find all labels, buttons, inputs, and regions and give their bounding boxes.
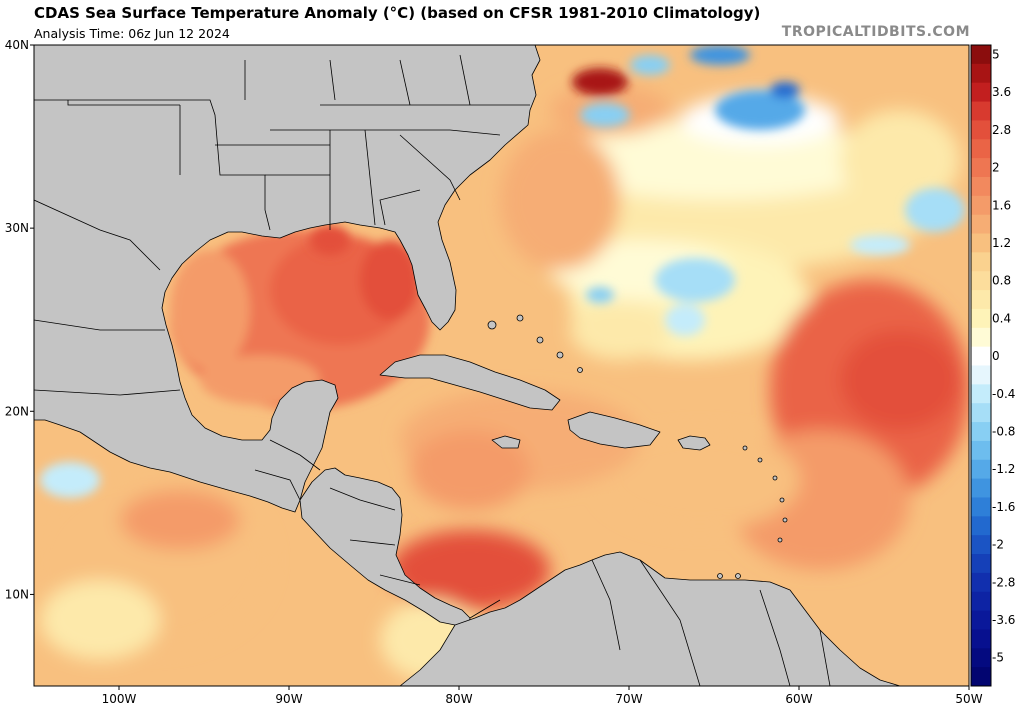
political-borders: [34, 54, 831, 686]
colorbar: 5 3.6 2.8 2 1.6 1.2 0.8 0.4 0 -0.4 -0.8 -1.2 -1.6 -2 -…: [970, 44, 1015, 687]
south-america: [399, 551, 901, 686]
colorbar-swatch: [971, 610, 991, 630]
colorbar-swatch: [971, 497, 991, 517]
colorbar-swatch: [971, 290, 991, 310]
colorbar-swatch: [971, 101, 991, 121]
colorbar-swatch: [971, 591, 991, 612]
colorbar-label: -0.8: [992, 424, 1015, 438]
gulf-anomaly: [170, 230, 430, 410]
colorbar-swatch: [971, 478, 991, 498]
colorbar-swatch: [971, 629, 991, 649]
colorbar-swatch: [971, 440, 991, 461]
colorbar-swatch: [971, 422, 991, 442]
colorbar-swatch: [971, 214, 991, 235]
colorbar-label: 0: [992, 349, 1000, 363]
anomaly-spots: [40, 45, 965, 609]
lon-tick-label: 90W: [275, 692, 302, 706]
colorbar-label: -3.6: [992, 613, 1015, 627]
colorbar-swatch: [971, 252, 991, 272]
colorbar-swatch: [971, 176, 991, 197]
colorbar-label: 0.4: [992, 311, 1011, 325]
colorbar-swatch: [971, 158, 991, 178]
colorbar-swatch: [971, 120, 991, 140]
lon-tick-label: 100W: [102, 692, 137, 706]
colorbar-swatch: [971, 365, 991, 385]
colorbar-swatch: [971, 572, 991, 593]
lat-tick-label: 20N: [5, 404, 29, 418]
colorbar-label: 2.8: [992, 123, 1011, 137]
colorbar-label: 2: [992, 161, 1000, 175]
longitude-axis: 100W 90W 80W 70W 60W 50W: [102, 686, 983, 706]
colorbar-label: 3.6: [992, 85, 1011, 99]
lat-tick-label: 10N: [5, 587, 29, 601]
colorbar-swatch: [971, 346, 991, 366]
colorbar-label: 0.8: [992, 274, 1011, 288]
lon-tick-label: 60W: [785, 692, 812, 706]
colorbar-swatch: [971, 459, 991, 480]
map-title: CDAS Sea Surface Temperature Anomaly (°C…: [34, 4, 761, 22]
colorbar-label: -5: [992, 651, 1004, 665]
colorbar-swatch: [971, 45, 991, 65]
colorbar-label: -1.2: [992, 462, 1015, 476]
colorbar-swatch: [971, 271, 991, 291]
colorbar-swatch: [971, 667, 991, 687]
anomaly-field: [34, 85, 969, 680]
hispaniola: [567, 411, 661, 449]
lat-tick-label: 40N: [5, 38, 29, 52]
colorbar-swatch: [971, 327, 991, 348]
cuba: [379, 354, 561, 411]
land: [34, 45, 901, 686]
colorbar-label: -1.6: [992, 500, 1015, 514]
colorbar-label: -0.4: [992, 387, 1015, 401]
colorbar-label: -2: [992, 538, 1004, 552]
lon-tick-label: 80W: [445, 692, 472, 706]
lat-tick-label: 30N: [5, 221, 29, 235]
source-watermark: TROPICALTIDBITS.COM: [781, 24, 970, 40]
colorbar-swatch: [971, 82, 991, 103]
map-field: [34, 45, 969, 686]
colorbar-label: 1.2: [992, 236, 1011, 250]
latitude-axis: 40N 30N 20N 10N: [5, 38, 34, 601]
analysis-time: Analysis Time: 06z Jun 12 2024: [34, 26, 230, 41]
colorbar-swatch: [971, 403, 991, 423]
colorbar-swatch: [971, 516, 991, 536]
central-america: [299, 467, 471, 631]
colorbar-swatch: [971, 384, 991, 404]
colorbar-label: -2.8: [992, 575, 1015, 589]
north-america: [34, 45, 541, 513]
colorbar-swatch: [971, 63, 991, 84]
colorbar-swatch: [971, 195, 991, 216]
colorbar-frame: [970, 44, 992, 687]
colorbar-swatch: [971, 648, 991, 668]
colorbar-swatch: [971, 233, 991, 253]
colorbar-swatch: [971, 535, 991, 555]
small-islands: [487, 314, 788, 579]
colorbar-label: 1.6: [992, 198, 1011, 212]
lon-tick-label: 70W: [615, 692, 642, 706]
colorbar-swatch: [971, 308, 991, 329]
colorbar-swatch: [971, 139, 991, 159]
colorbar-label: 5: [992, 47, 1000, 61]
lon-tick-label: 50W: [955, 692, 982, 706]
map-frame: [33, 44, 970, 687]
puerto-rico: [677, 435, 711, 451]
colorbar-swatch: [971, 554, 991, 574]
jamaica: [491, 435, 521, 449]
